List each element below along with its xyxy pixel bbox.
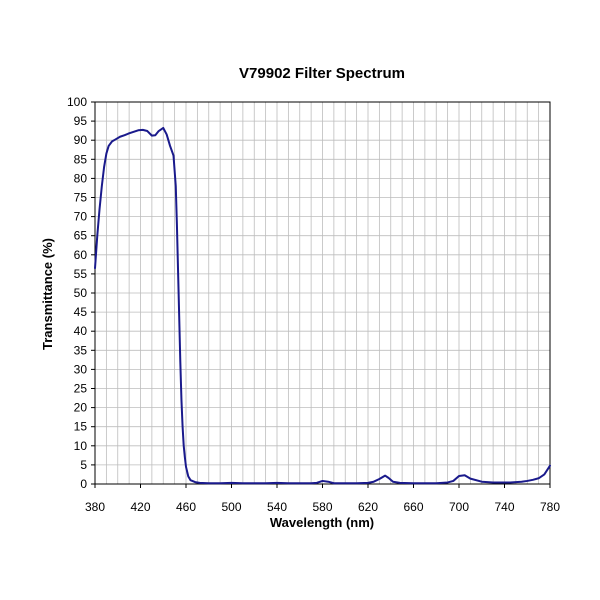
y-tick-label: 60 xyxy=(74,248,88,262)
y-tick-label: 20 xyxy=(74,401,88,415)
y-tick-label: 80 xyxy=(74,171,88,185)
y-tick-label: 30 xyxy=(74,362,88,376)
x-tick-label: 740 xyxy=(494,500,514,514)
x-tick-label: 580 xyxy=(312,500,332,514)
y-tick-label: 0 xyxy=(80,477,87,491)
y-axis-ticks: 0 5 10 15 20 25 30 35 40 45 50 55 60 65 70 75 80 85 90 95 10… xyxy=(67,95,87,491)
y-tick-label: 15 xyxy=(74,420,88,434)
y-tick-label: 5 xyxy=(80,458,87,472)
x-tick-label: 380 xyxy=(85,500,105,514)
y-tick-label: 45 xyxy=(74,305,88,319)
y-tick-label: 75 xyxy=(74,191,88,205)
y-tick-label: 90 xyxy=(74,133,88,147)
x-tick-label: 660 xyxy=(403,500,423,514)
x-tick-label: 460 xyxy=(176,500,196,514)
x-tick-label: 540 xyxy=(267,500,287,514)
series-layer xyxy=(94,126,551,485)
y-tick-label: 95 xyxy=(74,114,88,128)
chart-title: V79902 Filter Spectrum xyxy=(239,65,405,82)
grid xyxy=(95,102,550,484)
y-tick-label: 65 xyxy=(74,229,88,243)
y-axis-title: Transmittance (%) xyxy=(40,238,55,350)
series-line-transmittance xyxy=(94,126,551,485)
x-tick-label: 500 xyxy=(221,500,241,514)
y-tick-label: 70 xyxy=(74,210,88,224)
y-tick-label: 35 xyxy=(74,343,88,357)
x-axis-title: Wavelength (nm) xyxy=(270,515,374,530)
x-tick-label: 700 xyxy=(449,500,469,514)
y-tick-label: 55 xyxy=(74,267,88,281)
y-tick-label: 40 xyxy=(74,324,88,338)
y-tick-label: 50 xyxy=(74,286,88,300)
x-axis-ticks: 380 420 460 500 540 580 620 660 700 740 780 xyxy=(85,500,560,514)
tick-marks xyxy=(91,101,551,488)
x-tick-label: 780 xyxy=(540,500,560,514)
y-tick-label: 100 xyxy=(67,95,87,109)
x-tick-label: 620 xyxy=(358,500,378,514)
y-tick-label: 25 xyxy=(74,382,88,396)
y-tick-label: 10 xyxy=(74,439,88,453)
x-tick-label: 420 xyxy=(130,500,150,514)
y-tick-label: 85 xyxy=(74,152,88,166)
